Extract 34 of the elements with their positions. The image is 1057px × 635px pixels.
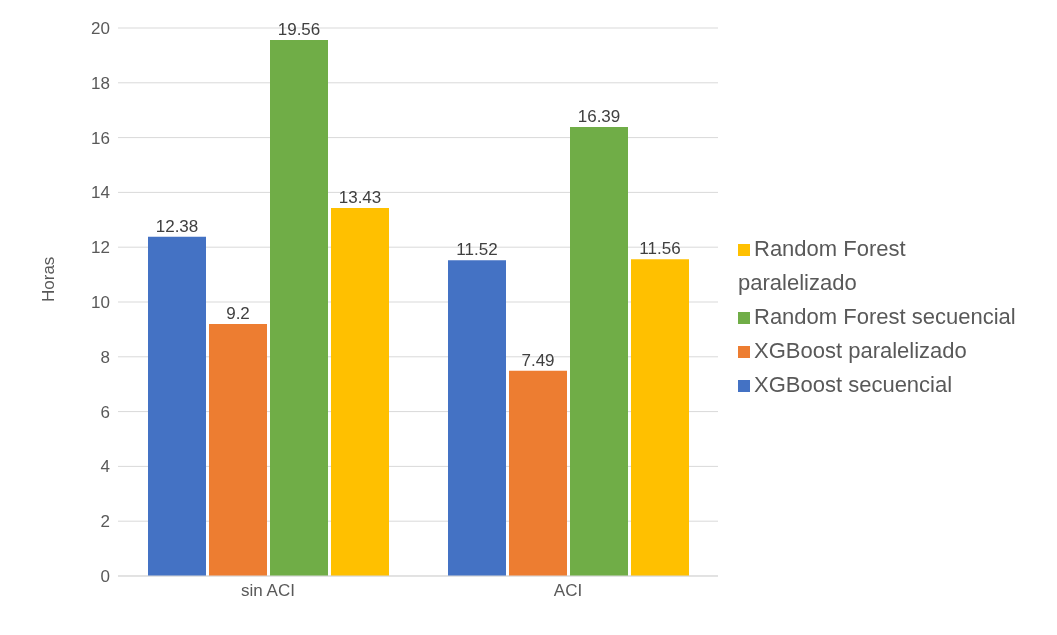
y-tick-label: 16 xyxy=(91,128,110,148)
y-tick-label: 8 xyxy=(100,347,110,367)
legend-label: XGBoost secuencial xyxy=(754,372,953,397)
y-tick-label: 6 xyxy=(100,402,110,422)
data-label: 9.2 xyxy=(226,303,250,323)
data-label: 11.56 xyxy=(639,239,681,259)
legend-label: XGBoost paralelizado xyxy=(754,338,967,363)
data-label: 19.56 xyxy=(277,20,321,40)
y-tick-label: 2 xyxy=(100,512,110,532)
bar xyxy=(448,260,506,576)
data-label: 7.49 xyxy=(521,350,555,370)
data-label: 12.38 xyxy=(155,216,199,236)
legend-label: Random Forest paralelizado xyxy=(738,236,906,295)
y-tick-label: 18 xyxy=(91,73,110,93)
bar xyxy=(509,370,567,576)
y-tick-label: 14 xyxy=(91,183,110,203)
bar xyxy=(631,259,689,576)
y-tick-label: 4 xyxy=(100,457,110,477)
x-tick-label: ACI xyxy=(553,581,583,601)
y-tick-label: 10 xyxy=(91,293,110,313)
bar xyxy=(148,236,206,576)
y-tick-label: 0 xyxy=(100,567,110,587)
y-axis-title: Horas xyxy=(39,256,59,302)
bar xyxy=(270,40,328,576)
legend-label: Random Forest secuencial xyxy=(754,304,1016,329)
y-tick-label: 20 xyxy=(91,19,110,39)
bar xyxy=(209,323,267,576)
data-label: 13.43 xyxy=(338,188,382,208)
y-tick-label: 12 xyxy=(91,238,110,258)
data-label: 11.52 xyxy=(456,240,498,260)
bar xyxy=(331,208,389,576)
bar xyxy=(570,126,628,576)
x-tick-label: sin ACI xyxy=(241,581,295,601)
data-label: 16.39 xyxy=(577,106,621,126)
